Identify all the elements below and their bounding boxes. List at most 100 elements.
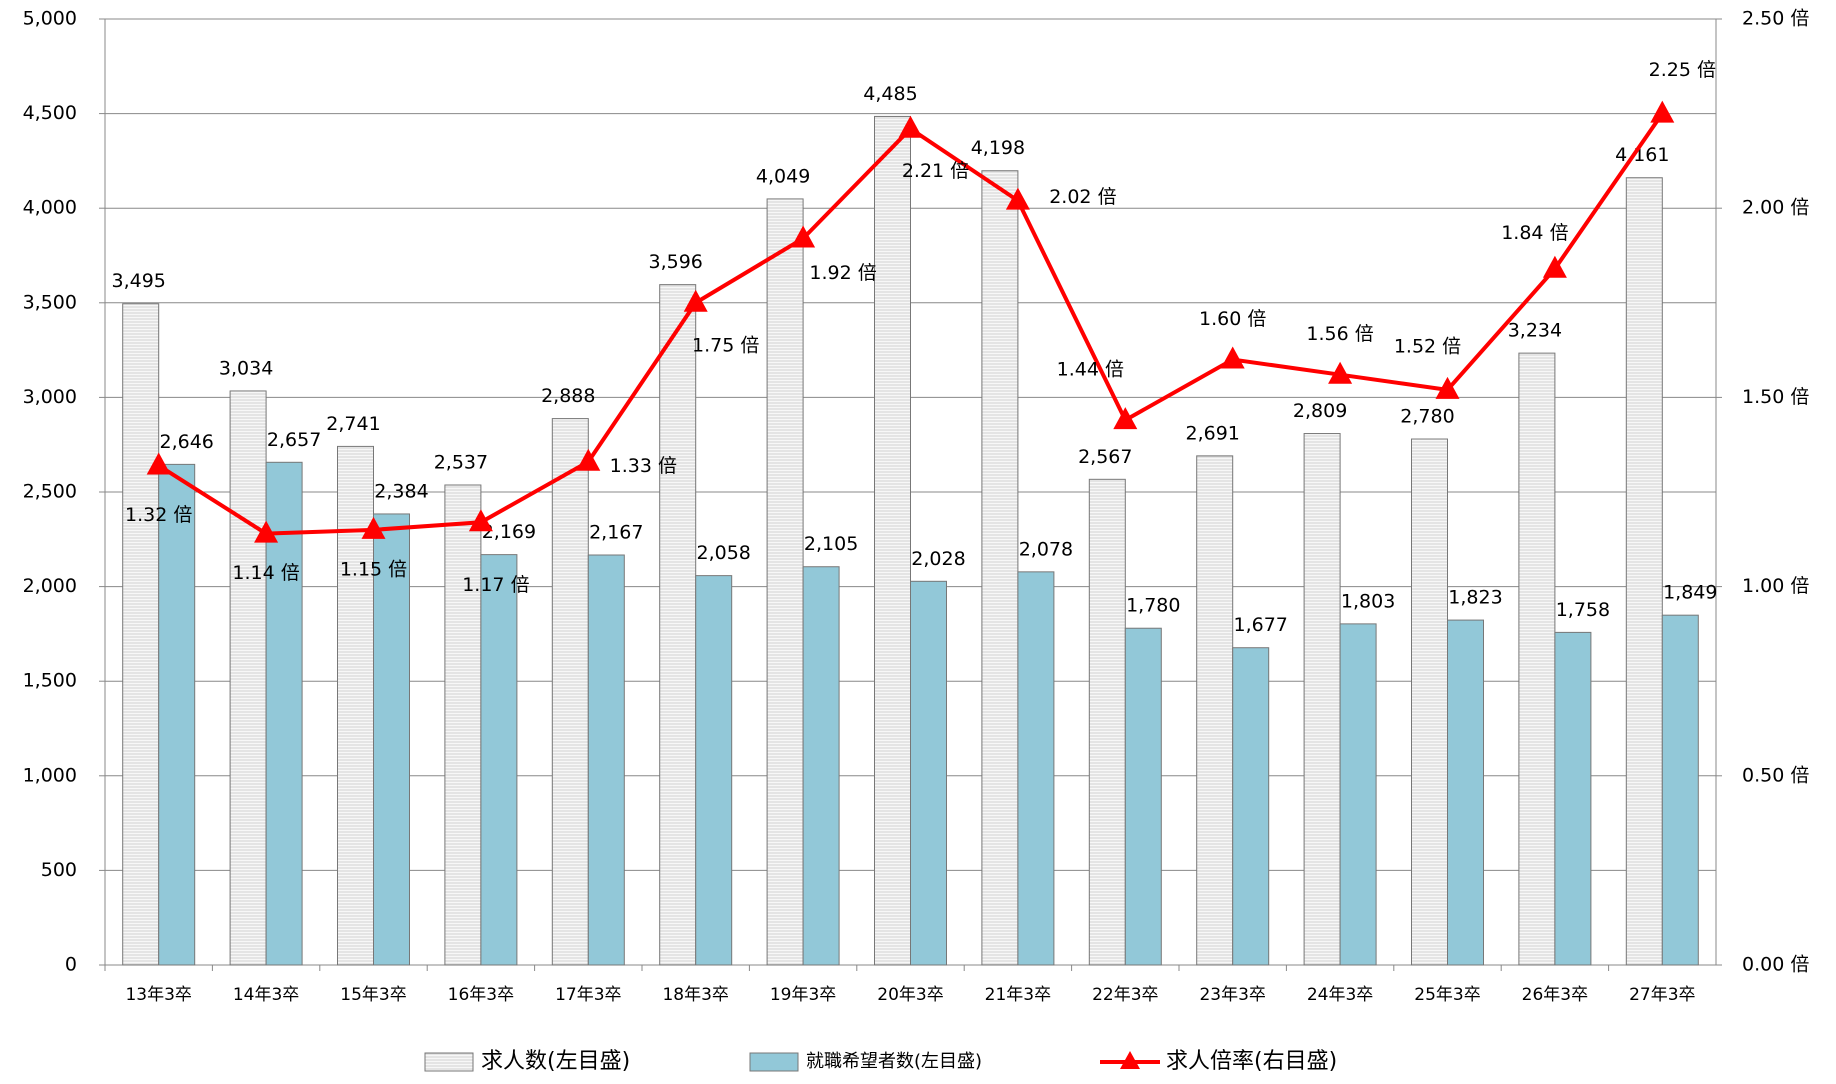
ratio-value-label: 1.52 倍 (1394, 335, 1461, 357)
legend-marker (1120, 1051, 1140, 1069)
bar-value-label: 2,167 (589, 522, 643, 544)
bar (158, 463, 196, 966)
ratio-value-label: 1.17 倍 (462, 574, 529, 596)
x-tick-label: 15年3卒 (340, 985, 406, 1005)
y-tick-label: 4,500 (23, 102, 77, 124)
ratio-marker (468, 509, 493, 532)
y2-tick-label: 0.00 倍 (1742, 954, 1809, 976)
bar-value-label: 2,888 (541, 385, 595, 407)
bar (373, 513, 410, 966)
ratio-value-label: 1.15 倍 (340, 558, 407, 580)
bar (1554, 631, 1592, 966)
bar-value-label: 2,169 (482, 521, 536, 543)
ratio-marker (1005, 187, 1030, 210)
bar (1339, 623, 1377, 966)
x-tick-label: 21年3卒 (985, 985, 1051, 1005)
x-tick-label: 20年3卒 (877, 985, 943, 1005)
bar-value-label: 2,105 (804, 533, 858, 555)
ratio-value-label: 2.21 倍 (902, 160, 969, 182)
bar-value-label: 2,567 (1078, 446, 1132, 468)
ratio-value-label: 1.56 倍 (1306, 323, 1373, 345)
ratio-marker (791, 225, 816, 248)
ratio-marker (1328, 361, 1353, 384)
bar (1124, 627, 1162, 966)
ratio-marker (1542, 255, 1567, 278)
ratio-value-label: 1.32 倍 (125, 504, 192, 526)
ratio-marker (361, 516, 386, 539)
y-tick-label: 0 (65, 954, 77, 976)
y-tick-label: 2,500 (23, 481, 77, 503)
ratio-marker (254, 520, 279, 543)
ratio-value-label: 1.92 倍 (809, 262, 876, 284)
bar (695, 575, 733, 966)
legend-swatch (424, 1052, 474, 1072)
bar-value-label: 2,058 (696, 542, 750, 564)
bar-value-label: 2,657 (267, 429, 321, 451)
y-tick-label: 500 (41, 859, 77, 881)
ratio-value-label: 1.33 倍 (610, 455, 677, 477)
bar (122, 303, 160, 966)
y-tick-label: 2,000 (23, 575, 77, 597)
ratio-value-label: 1.75 倍 (692, 334, 759, 356)
bar (444, 484, 482, 966)
bar-value-label: 4,049 (756, 165, 810, 187)
bar (229, 390, 267, 966)
bar-value-label: 2,741 (326, 413, 380, 435)
y2-tick-label: 2.00 倍 (1742, 197, 1809, 219)
ratio-marker (576, 448, 601, 471)
bar-value-label: 1,780 (1126, 595, 1180, 617)
legend-label: 求人数(左目盛) (481, 1049, 630, 1074)
bar-value-label: 4,198 (971, 137, 1025, 159)
x-tick-label: 23年3卒 (1199, 985, 1265, 1005)
ratio-value-label: 2.25 倍 (1649, 59, 1716, 81)
bar (551, 418, 589, 966)
x-tick-label: 17年3卒 (555, 985, 621, 1005)
x-tick-label: 13年3卒 (125, 985, 191, 1005)
bar (1017, 571, 1055, 966)
bar-value-label: 3,234 (1508, 320, 1562, 342)
bar (1088, 478, 1126, 966)
bar-value-label: 2,384 (374, 480, 428, 502)
bar (337, 445, 374, 966)
bar (802, 566, 840, 966)
bar-value-label: 1,849 (1663, 582, 1717, 604)
x-tick-label: 24年3卒 (1307, 985, 1373, 1005)
y2-tick-label: 1.50 倍 (1742, 386, 1809, 408)
ratio-value-label: 1.14 倍 (232, 562, 299, 584)
bar (1661, 614, 1699, 966)
bar (480, 554, 518, 966)
ratio-marker (1113, 407, 1138, 430)
x-tick-label: 27年3卒 (1629, 985, 1695, 1005)
y-tick-label: 1,000 (23, 764, 77, 786)
bar (1196, 455, 1234, 966)
bar (1518, 352, 1556, 966)
bar (265, 461, 303, 966)
x-tick-label: 16年3卒 (448, 985, 514, 1005)
ratio-value-label: 1.44 倍 (1057, 359, 1124, 381)
y-tick-label: 4,000 (23, 197, 77, 219)
bar-value-label: 4,161 (1615, 144, 1669, 166)
y2-tick-label: 0.50 倍 (1742, 764, 1809, 786)
bar-value-label: 2,780 (1400, 406, 1454, 428)
bar-value-label: 2,646 (159, 431, 213, 453)
bar (874, 115, 911, 966)
y2-tick-label: 1.00 倍 (1742, 575, 1809, 597)
ratio-value-label: 1.60 倍 (1199, 308, 1266, 330)
x-tick-label: 26年3卒 (1522, 985, 1588, 1005)
bar-value-label: 1,677 (1233, 614, 1287, 636)
bar (587, 554, 625, 966)
x-tick-label: 14年3卒 (233, 985, 299, 1005)
legend-label: 就職希望者数(左目盛) (806, 1051, 982, 1072)
ratio-marker (146, 452, 171, 475)
y-tick-label: 3,500 (23, 291, 77, 313)
bar-value-label: 1,758 (1556, 599, 1610, 621)
x-tick-label: 19年3卒 (770, 985, 836, 1005)
y-tick-label: 3,000 (23, 386, 77, 408)
bar-value-label: 1,823 (1448, 587, 1502, 609)
legend-label: 求人倍率(右目盛) (1166, 1049, 1337, 1074)
ratio-marker (683, 289, 708, 312)
bar (1625, 177, 1663, 966)
bar-value-label: 3,495 (111, 270, 165, 292)
ratio-marker (1435, 376, 1460, 399)
